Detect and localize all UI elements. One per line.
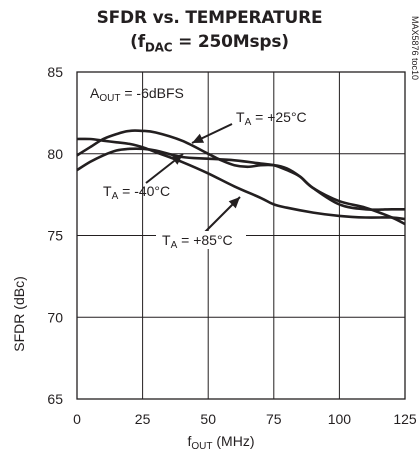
series-label-minus40c-rest: = -40°C bbox=[118, 183, 170, 199]
y-tick-label: 80 bbox=[47, 146, 63, 162]
chart-subtitle: (fDAC = 250Msps) bbox=[0, 32, 419, 54]
series-label-25c-sub: A bbox=[245, 117, 252, 128]
annotation-arrows bbox=[145, 123, 241, 234]
y-tick-label: 75 bbox=[47, 228, 63, 244]
condition-sub: OUT bbox=[99, 93, 120, 104]
series-lines bbox=[76, 129, 406, 226]
y-tick-label: 85 bbox=[47, 64, 63, 80]
series-label-minus40c-main: T bbox=[103, 183, 112, 199]
condition-main: A bbox=[90, 85, 100, 101]
series-label-85c: TA = +85°C bbox=[162, 232, 233, 251]
series-line-25c bbox=[76, 129, 406, 226]
series-label-85c-sub: A bbox=[171, 240, 178, 251]
x-tick-labels: 0 25 50 75 100 125 bbox=[73, 411, 417, 427]
x-axis-label-unit: (MHz) bbox=[213, 433, 255, 449]
condition-rest: = -6dBFS bbox=[120, 85, 183, 101]
watermark-text: MAX5876 toc10 bbox=[410, 16, 419, 80]
series-line-85c bbox=[76, 137, 406, 221]
series-label-25c-main: T bbox=[236, 109, 245, 125]
y-axis-label: SFDR (dBc) bbox=[11, 276, 27, 351]
x-tick-label: 0 bbox=[73, 411, 81, 427]
x-tick-label: 75 bbox=[266, 411, 282, 427]
condition-label: AOUT = -6dBFS bbox=[90, 85, 184, 104]
series-label-25c-rest: = +25°C bbox=[251, 109, 306, 125]
series-line-minus40c bbox=[76, 147, 405, 211]
y-tick-label: 65 bbox=[47, 391, 63, 407]
subtitle-subscript: DAC bbox=[144, 40, 173, 55]
subtitle-prefix: (f bbox=[130, 32, 145, 52]
chart-title: SFDR vs. TEMPERATURE bbox=[96, 8, 323, 28]
series-label-85c-rest: = +85°C bbox=[177, 232, 232, 248]
arrow-minus40c-head bbox=[171, 154, 183, 165]
plot-frame bbox=[76, 71, 406, 400]
x-axis-label-main: f bbox=[188, 433, 192, 449]
y-tick-label: 70 bbox=[47, 309, 63, 325]
grid-lines bbox=[77, 72, 405, 399]
series-label-85c-background bbox=[156, 231, 246, 249]
arrow-85c-head bbox=[228, 197, 240, 209]
x-tick-label: 50 bbox=[200, 411, 216, 427]
series-label-85c-main: T bbox=[162, 232, 171, 248]
subtitle-suffix: = 250Msps) bbox=[172, 32, 289, 52]
x-tick-label: 125 bbox=[393, 411, 417, 427]
x-axis-label-sub: OUT bbox=[191, 441, 212, 452]
series-label-25c: TA = +25°C bbox=[236, 109, 307, 128]
y-tick-labels: 65 70 75 80 85 bbox=[47, 64, 63, 407]
x-tick-label: 25 bbox=[135, 411, 151, 427]
x-tick-label: 100 bbox=[328, 411, 352, 427]
series-label-minus40c-sub: A bbox=[112, 191, 119, 202]
x-axis-label: fOUT (MHz) bbox=[188, 433, 255, 452]
series-label-minus40c: TA = -40°C bbox=[103, 183, 170, 202]
arrow-25c-head bbox=[192, 133, 205, 143]
